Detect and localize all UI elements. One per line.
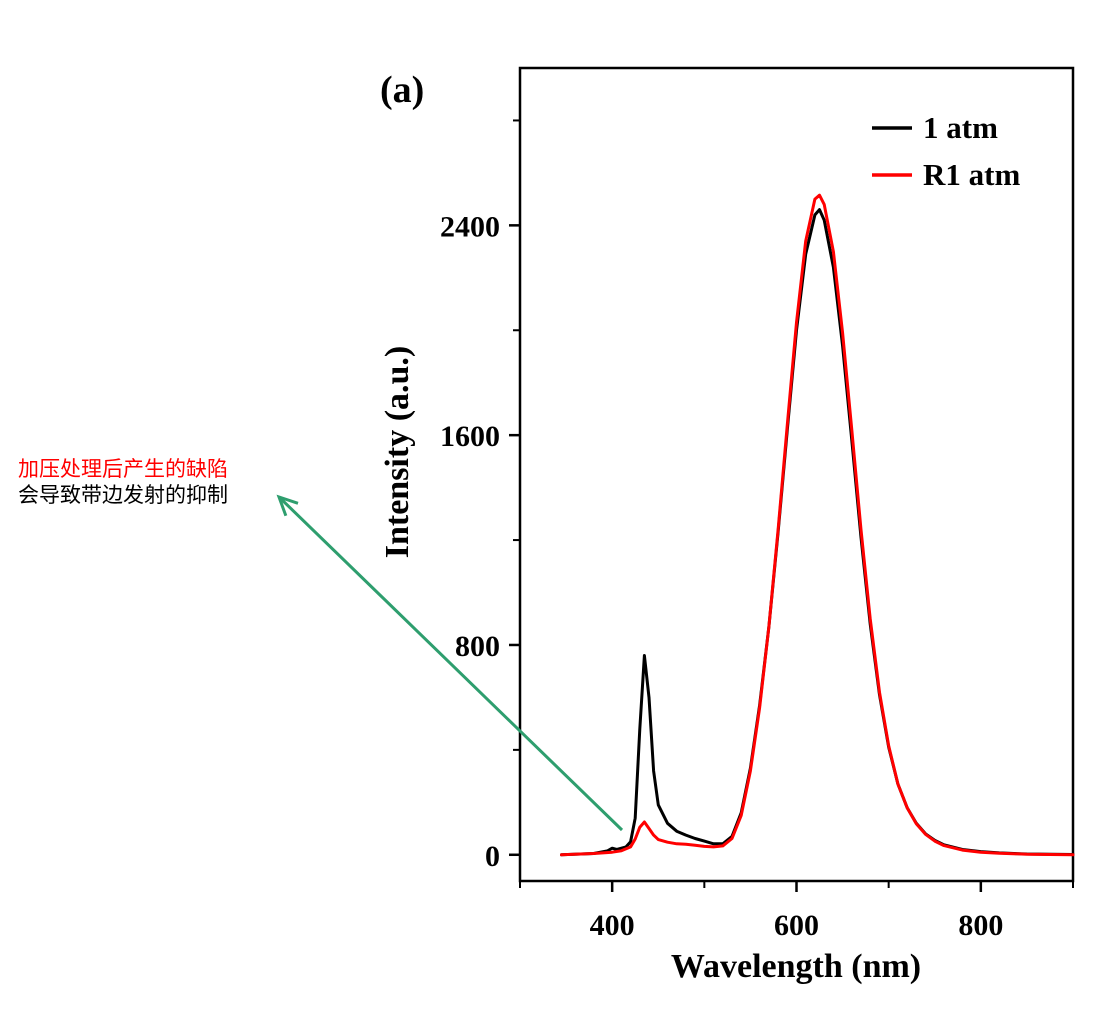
- y-axis-label: Intensity (a.u.): [379, 346, 416, 559]
- series-layer: [560, 193, 1075, 857]
- series-line-1: [560, 208, 1075, 857]
- arrow-head: [276, 494, 299, 517]
- arrow-shaft: [277, 495, 624, 832]
- x-tick-label: 400: [590, 909, 635, 942]
- annotation-line-1: 加压处理后产生的缺陷: [18, 457, 228, 481]
- annotation-line-2: 会导致带边发射的抑制: [18, 483, 228, 507]
- panel-label: (a): [380, 69, 424, 111]
- y-tick-label: 1600: [440, 420, 500, 453]
- x-tick-label: 600: [774, 909, 819, 942]
- y-tick-label: 0: [485, 840, 500, 873]
- annotation-text: 加压处理后产生的缺陷 会导致带边发射的抑制: [18, 456, 228, 508]
- y-tick-label: 2400: [440, 210, 500, 243]
- legend: 1 atm R1 atm: [872, 110, 1020, 192]
- annotation-arrow: [276, 494, 624, 832]
- axis-ticks: 400 600 800 0 800 1600 2400: [440, 119, 1074, 942]
- legend-label-2: R1 atm: [923, 157, 1020, 192]
- x-tick-label: 800: [958, 909, 1003, 942]
- legend-label-1: 1 atm: [923, 110, 998, 145]
- x-axis-label: Wavelength (nm): [671, 948, 921, 985]
- y-tick-label: 800: [455, 630, 500, 663]
- series-line-2: [560, 193, 1075, 857]
